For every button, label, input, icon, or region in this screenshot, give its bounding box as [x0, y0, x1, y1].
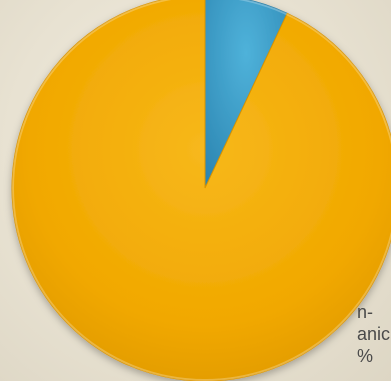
- pie-outline: [12, 0, 391, 381]
- pie-label-fragment-2: anic: [357, 324, 391, 344]
- pie-label-fragment-3: %: [357, 346, 374, 366]
- pie-label-fragment-1: n-: [357, 302, 374, 322]
